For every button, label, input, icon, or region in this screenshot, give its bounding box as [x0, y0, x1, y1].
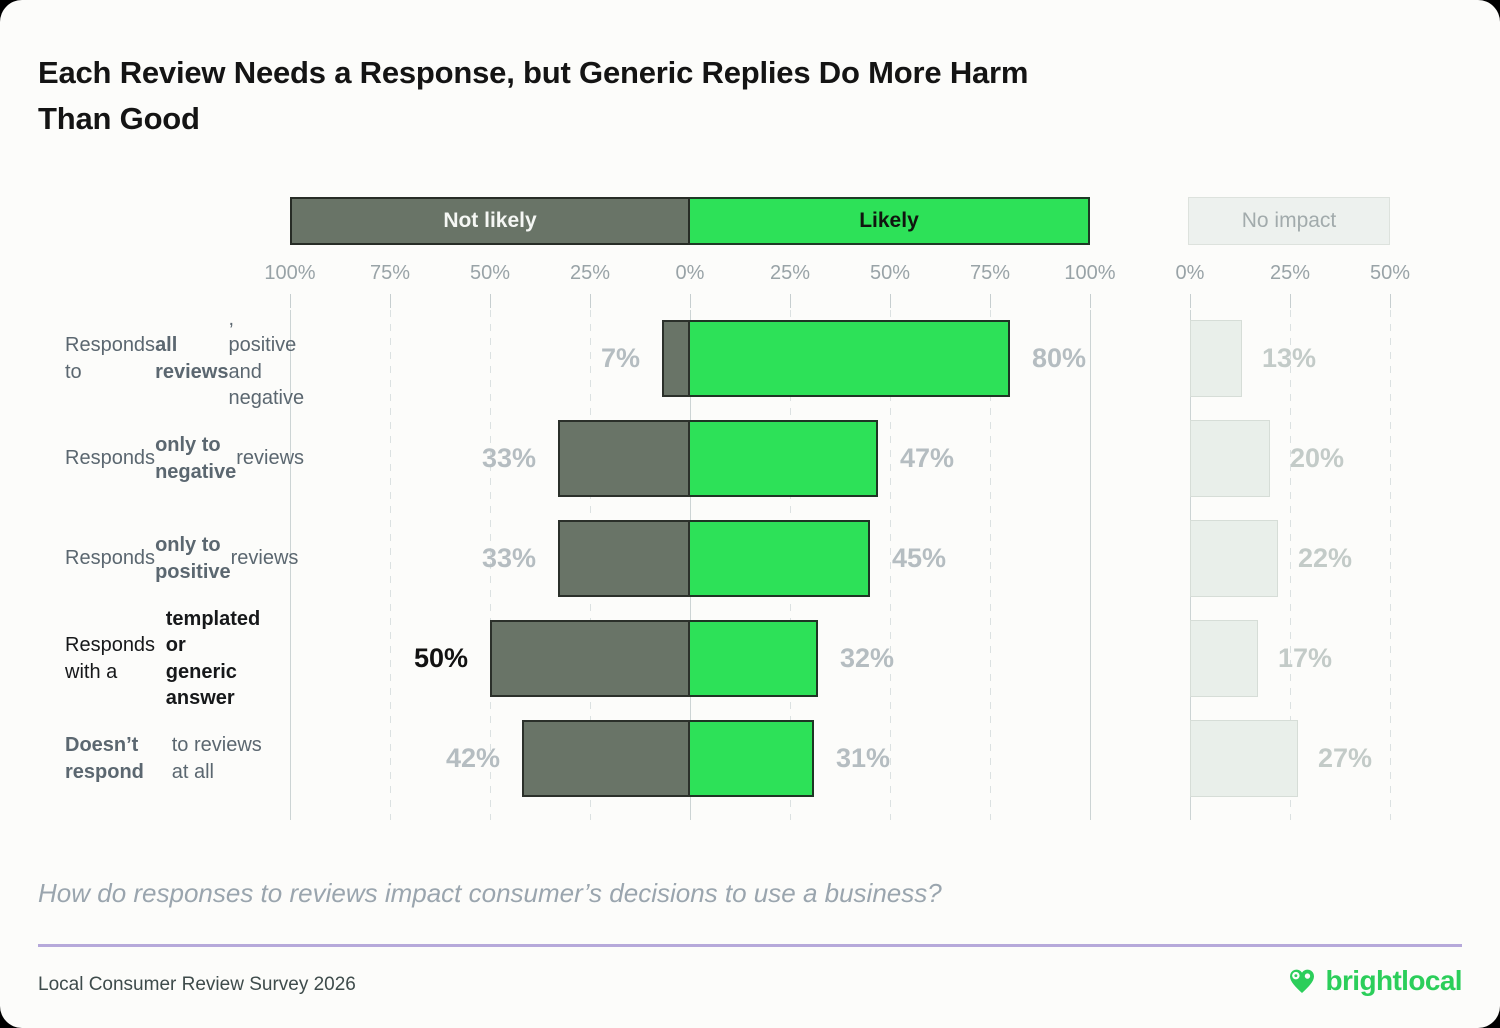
- category-label-segment: to reviews at all: [171, 734, 262, 783]
- bar-not-likely: [522, 720, 690, 797]
- axis-tick-label: 75%: [969, 262, 1011, 284]
- gridline: [390, 310, 391, 820]
- bar-not-likely: [490, 620, 690, 697]
- gridline: [290, 310, 291, 820]
- category-label-segment: Responds with a: [65, 634, 156, 683]
- axis-tick-mark: [390, 294, 391, 308]
- category-label: Responds with a templated or generic ans…: [65, 608, 265, 709]
- category-label-segment: all reviews: [155, 334, 229, 383]
- axis-tick-mark: [990, 294, 991, 308]
- axis-tick-label: 25%: [569, 262, 611, 284]
- axis-tick-label: 100%: [264, 262, 316, 284]
- axis-tick-label: 75%: [369, 262, 411, 284]
- value-likely: 32%: [840, 643, 895, 673]
- axis-tick-mark: [1290, 294, 1291, 308]
- category-label: Responds to all reviews, positive and ne…: [65, 308, 304, 409]
- title-line-1: Each Review Needs a Response, but Generi…: [38, 55, 1029, 90]
- value-not-likely: 33%: [481, 543, 536, 573]
- value-likely: 45%: [892, 543, 947, 573]
- axis-tick-label: 0%: [1175, 262, 1205, 284]
- gridline: [990, 310, 991, 820]
- axis-tick-label: 100%: [1064, 262, 1116, 284]
- category-label: Doesn’t respond to reviews at all: [65, 720, 265, 797]
- category-label: Responds only to positive reviews: [65, 520, 298, 597]
- axis-tick-mark: [1390, 294, 1391, 308]
- value-not-likely: 42%: [445, 743, 500, 773]
- value-not-likely: 33%: [481, 443, 536, 473]
- legend-not-likely-label: Not likely: [443, 209, 537, 232]
- gridline: [490, 310, 491, 820]
- value-no-impact: 20%: [1290, 443, 1345, 473]
- legend-no-impact: No impact: [1188, 197, 1390, 245]
- bar-likely: [690, 720, 814, 797]
- category-label-segment: Responds to: [65, 334, 156, 383]
- bar-no-impact: [1190, 720, 1298, 797]
- category-label-segment: , positive and negative: [228, 307, 305, 409]
- value-no-impact: 27%: [1318, 743, 1373, 773]
- value-no-impact: 13%: [1262, 343, 1317, 373]
- brand-name: brightlocal: [1325, 965, 1462, 996]
- bar-no-impact: [1190, 520, 1278, 597]
- axis-tick-mark: [1090, 294, 1091, 308]
- axis-tick-label: 25%: [1269, 262, 1311, 284]
- bar-likely: [690, 420, 878, 497]
- value-likely: 31%: [836, 743, 891, 773]
- value-likely: 80%: [1032, 343, 1087, 373]
- source-label: Local Consumer Review Survey 2026: [38, 974, 356, 995]
- gridline: [1290, 310, 1291, 820]
- value-not-likely: 7%: [600, 343, 640, 373]
- legend-not-likely: Not likely: [290, 197, 690, 245]
- legend-likely: Likely: [690, 197, 1090, 245]
- gridline: [1390, 310, 1391, 820]
- bar-not-likely: [558, 420, 690, 497]
- category-label-segment: templated or generic answer: [165, 607, 261, 709]
- category-label-segment: Responds: [65, 547, 156, 570]
- legend-likely-label: Likely: [859, 209, 919, 232]
- bar-not-likely: [662, 320, 690, 397]
- category-label-segment: reviews: [236, 447, 305, 470]
- bar-not-likely: [558, 520, 690, 597]
- axis-tick-mark: [490, 294, 491, 308]
- page-title: Each Review Needs a Response, but Generi…: [38, 50, 1198, 142]
- category-label-segment: only to positive: [155, 534, 231, 583]
- category-label-segment: reviews: [230, 547, 299, 570]
- axis-tick-label: 50%: [469, 262, 511, 284]
- value-no-impact: 22%: [1298, 543, 1353, 573]
- axis-tick-mark: [1190, 294, 1191, 308]
- axis-tick-mark: [590, 294, 591, 308]
- bar-likely: [690, 520, 870, 597]
- bar-likely: [690, 620, 818, 697]
- axis-tick-mark: [790, 294, 791, 308]
- bar-no-impact: [1190, 320, 1242, 397]
- axis-tick-mark: [690, 294, 691, 308]
- gridline: [890, 310, 891, 820]
- category-label-segment: Responds: [65, 447, 156, 470]
- axis-tick-label: 50%: [1369, 262, 1411, 284]
- bar-no-impact: [1190, 620, 1258, 697]
- category-label: Responds only to negative reviews: [65, 420, 304, 497]
- axis-tick-mark: [890, 294, 891, 308]
- brightlocal-logo: brightlocal: [1286, 965, 1463, 997]
- value-not-likely: 50%: [413, 643, 468, 673]
- axis-tick-label: 0%: [675, 262, 705, 284]
- axis-tick-mark: [290, 294, 291, 308]
- axis-tick-label: 50%: [869, 262, 911, 284]
- category-label-segment: Doesn’t respond: [65, 734, 144, 783]
- bar-likely: [690, 320, 1010, 397]
- survey-question: How do responses to reviews impact consu…: [38, 878, 942, 908]
- gridline: [1090, 310, 1091, 820]
- value-no-impact: 17%: [1278, 643, 1333, 673]
- heart-pin-icon: [1286, 965, 1318, 997]
- bar-no-impact: [1190, 420, 1270, 497]
- legend-no-impact-label: No impact: [1241, 209, 1337, 232]
- axis-tick-label: 25%: [769, 262, 811, 284]
- footer-divider: [38, 944, 1462, 947]
- category-label-segment: only to negative: [155, 434, 237, 483]
- value-likely: 47%: [900, 443, 955, 473]
- title-line-2: Than Good: [38, 100, 200, 136]
